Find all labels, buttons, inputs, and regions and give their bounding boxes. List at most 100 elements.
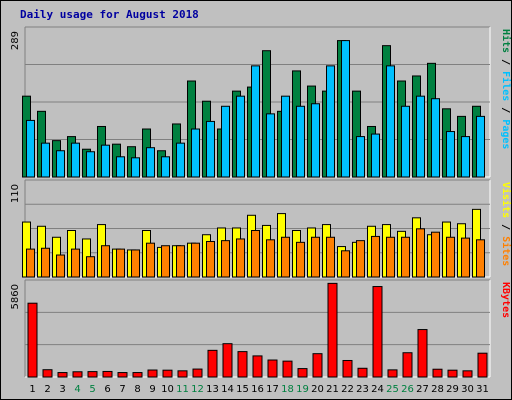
bar-sites-day-4 bbox=[71, 248, 80, 278]
bar-files-day-13 bbox=[206, 120, 215, 178]
bar-files-day-4 bbox=[71, 142, 80, 178]
bar-kbytes-day-6 bbox=[102, 370, 113, 378]
bar-kbytes-day-28 bbox=[432, 368, 443, 378]
day-tick-label: 19 bbox=[296, 384, 309, 395]
bar-kbytes-day-21 bbox=[327, 282, 338, 378]
bar-sites-day-12 bbox=[191, 242, 200, 278]
bar-files-day-17 bbox=[266, 113, 275, 178]
bar-sites-day-16 bbox=[251, 230, 260, 278]
day-tick-label: 4 bbox=[74, 384, 80, 395]
bar-kbytes-day-15 bbox=[237, 351, 248, 378]
bar-files-day-15 bbox=[236, 95, 245, 178]
bar-files-day-11 bbox=[176, 142, 185, 178]
bar-files-day-29 bbox=[446, 131, 455, 178]
day-tick-label: 1 bbox=[29, 384, 35, 395]
bar-kbytes-day-29 bbox=[447, 369, 458, 378]
bar-kbytes-day-31 bbox=[477, 352, 488, 378]
bar-files-day-21 bbox=[326, 65, 335, 178]
bar-files-day-6 bbox=[101, 144, 110, 178]
bar-sites-day-6 bbox=[101, 245, 110, 278]
bar-kbytes-day-18 bbox=[282, 360, 293, 378]
bar-kbytes-day-23 bbox=[357, 367, 368, 378]
bar-sites-day-13 bbox=[206, 240, 215, 278]
bar-kbytes-day-7 bbox=[117, 372, 128, 378]
day-tick-label: 16 bbox=[251, 384, 264, 395]
middle-series-label: Visits / Sites bbox=[500, 182, 512, 266]
bar-kbytes-day-1 bbox=[27, 302, 38, 378]
series-label-part: / bbox=[500, 53, 511, 71]
day-tick-label: 13 bbox=[206, 384, 219, 395]
series-label-part: KBytes bbox=[500, 282, 511, 318]
bar-sites-day-3 bbox=[56, 254, 65, 278]
day-tick-label: 7 bbox=[119, 384, 125, 395]
series-label-part: Sites bbox=[500, 236, 512, 266]
bottom-max-label: 5860 bbox=[10, 284, 21, 309]
day-tick-label: 14 bbox=[221, 384, 234, 395]
day-tick-label: 28 bbox=[431, 384, 444, 395]
bar-files-day-2 bbox=[41, 142, 50, 178]
day-tick-label: 23 bbox=[356, 384, 369, 395]
bar-sites-day-8 bbox=[131, 249, 140, 278]
day-tick-label: 15 bbox=[236, 384, 249, 395]
day-tick-label: 20 bbox=[311, 384, 324, 395]
bar-kbytes-day-26 bbox=[402, 352, 413, 378]
bar-sites-day-1 bbox=[26, 248, 35, 278]
bar-kbytes-day-13 bbox=[207, 349, 218, 378]
bar-sites-day-18 bbox=[281, 236, 290, 278]
bar-files-day-12 bbox=[191, 128, 200, 178]
day-tick-label: 26 bbox=[401, 384, 414, 395]
series-label-part: / bbox=[500, 101, 511, 119]
middle-max-label: 110 bbox=[10, 184, 21, 203]
bar-files-day-24 bbox=[371, 133, 380, 178]
day-tick-label: 31 bbox=[476, 384, 489, 395]
bar-files-day-10 bbox=[161, 156, 170, 178]
bar-sites-day-9 bbox=[146, 242, 155, 278]
day-tick-label: 10 bbox=[161, 384, 174, 395]
bar-kbytes-day-11 bbox=[177, 370, 188, 378]
day-tick-label: 22 bbox=[341, 384, 354, 395]
bar-files-day-26 bbox=[401, 105, 410, 178]
bar-files-day-8 bbox=[131, 157, 140, 178]
day-tick-label: 12 bbox=[191, 384, 204, 395]
panel-kbytes: 5860 KBytes bbox=[10, 279, 511, 378]
bar-kbytes-day-10 bbox=[162, 369, 173, 378]
bar-files-day-31 bbox=[476, 115, 485, 178]
bar-sites-day-23 bbox=[356, 240, 365, 278]
bar-sites-day-31 bbox=[476, 239, 485, 278]
bar-files-day-22 bbox=[341, 40, 350, 178]
bar-sites-day-11 bbox=[176, 245, 185, 278]
bar-files-day-27 bbox=[416, 95, 425, 178]
bar-sites-day-21 bbox=[326, 236, 335, 278]
series-label-part: / bbox=[500, 218, 511, 236]
bar-files-day-20 bbox=[311, 103, 320, 178]
top-max-label: 289 bbox=[10, 31, 21, 50]
bar-kbytes-day-17 bbox=[267, 359, 278, 378]
bar-sites-day-27 bbox=[416, 228, 425, 278]
day-tick-label: 21 bbox=[326, 384, 339, 395]
bar-files-day-3 bbox=[56, 150, 65, 178]
bar-kbytes-day-14 bbox=[222, 343, 233, 378]
bar-sites-day-24 bbox=[371, 235, 380, 278]
bar-files-day-23 bbox=[356, 136, 365, 178]
bar-kbytes-day-4 bbox=[72, 371, 83, 378]
panel-visits-sites: 110 Visits / Sites bbox=[10, 179, 512, 278]
bar-kbytes-day-20 bbox=[312, 353, 323, 378]
bar-sites-day-14 bbox=[221, 240, 230, 278]
bar-files-day-18 bbox=[281, 95, 290, 178]
day-tick-label: 3 bbox=[59, 384, 65, 395]
bar-sites-day-7 bbox=[116, 248, 125, 278]
bar-kbytes-day-12 bbox=[192, 368, 203, 378]
bar-kbytes-day-27 bbox=[417, 329, 428, 378]
series-label-part: Visits bbox=[500, 182, 512, 218]
bar-sites-day-25 bbox=[386, 236, 395, 278]
panel-hits-files-pages: 289 Hits / Files / Pages bbox=[10, 26, 512, 178]
bar-kbytes-day-19 bbox=[297, 368, 308, 378]
bar-sites-day-29 bbox=[446, 236, 455, 278]
day-tick-label: 17 bbox=[266, 384, 279, 395]
bar-kbytes-day-16 bbox=[252, 355, 263, 378]
bar-kbytes-day-5 bbox=[87, 371, 98, 378]
day-tick-label: 8 bbox=[134, 384, 140, 395]
bar-files-day-1 bbox=[26, 119, 35, 178]
day-tick-label: 27 bbox=[416, 384, 429, 395]
day-tick-label: 9 bbox=[149, 384, 155, 395]
